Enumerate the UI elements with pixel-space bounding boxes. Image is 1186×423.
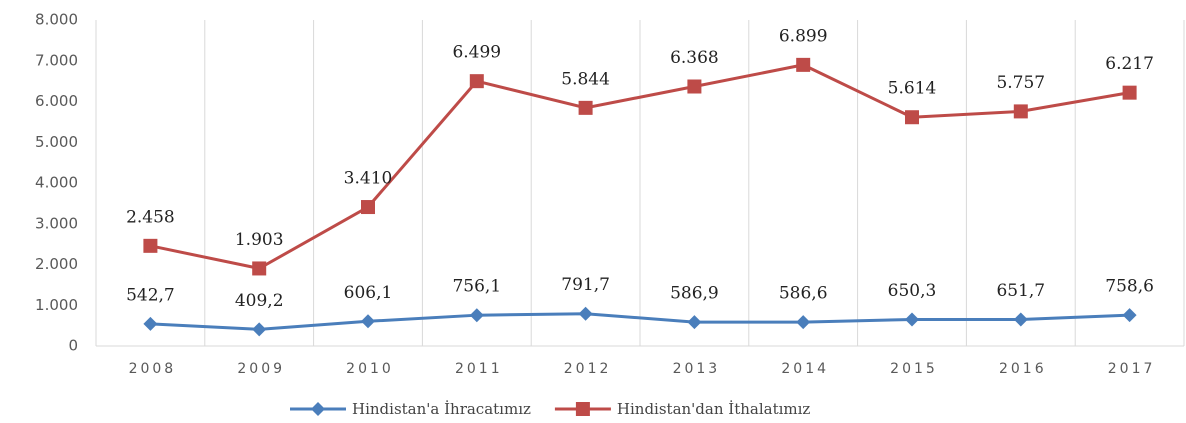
data-label: 409,2 — [235, 291, 284, 311]
data-label: 542,7 — [126, 285, 175, 305]
x-tick-label: 2010 — [346, 361, 394, 377]
marker — [143, 316, 158, 331]
marker — [687, 315, 702, 330]
marker — [469, 308, 484, 323]
y-tick-label: 8.000 — [35, 11, 78, 29]
x-tick-label: 2009 — [237, 361, 285, 377]
marker — [252, 261, 267, 276]
marker — [687, 79, 702, 94]
data-label: 606,1 — [344, 283, 393, 303]
data-label: 5.757 — [996, 73, 1045, 93]
marker — [1122, 85, 1137, 100]
data-label: 1.903 — [235, 230, 284, 250]
marker — [143, 238, 158, 253]
data-label: 5.614 — [888, 79, 937, 99]
data-label: 6.217 — [1105, 54, 1154, 74]
data-label: 650,3 — [888, 281, 937, 301]
data-label: 3.410 — [344, 169, 393, 189]
marker — [252, 322, 267, 337]
marker — [575, 402, 590, 416]
series-line — [150, 312, 1130, 331]
data-label: 756,1 — [452, 277, 501, 297]
marker — [796, 57, 811, 72]
marker — [311, 402, 325, 416]
x-tick-label: 2014 — [781, 361, 829, 377]
x-tick-label: 2013 — [673, 361, 721, 377]
data-label: 2.458 — [126, 207, 175, 227]
marker — [361, 200, 375, 215]
data-label: 6.368 — [670, 48, 719, 68]
x-tick-label: 2011 — [455, 361, 503, 377]
y-tick-label: 5.000 — [35, 133, 78, 151]
data-label: 6.899 — [779, 26, 828, 46]
x-tick-label: 2008 — [129, 361, 177, 377]
y-tick-label: 1.000 — [35, 296, 78, 314]
data-label: 758,6 — [1105, 277, 1154, 297]
marker — [578, 100, 593, 115]
legend-label: Hindistan'dan İthalatımız — [617, 400, 811, 418]
x-tick-label: 2015 — [890, 361, 938, 377]
y-tick-label: 7.000 — [35, 51, 78, 69]
marker — [1122, 308, 1137, 323]
marker — [361, 314, 375, 329]
marker — [578, 306, 593, 321]
y-tick-label: 6.000 — [35, 92, 78, 110]
data-label: 791,7 — [561, 275, 610, 295]
marker — [1013, 104, 1028, 119]
y-tick-label: 4.000 — [35, 174, 78, 192]
data-label: 651,7 — [996, 281, 1045, 301]
y-tick-label: 2.000 — [35, 255, 78, 273]
x-tick-label: 2012 — [564, 361, 612, 377]
data-label: 6.499 — [452, 43, 501, 63]
data-label: 5.844 — [561, 69, 610, 89]
y-tick-label: 0 — [68, 337, 78, 355]
series-line — [150, 63, 1130, 271]
marker — [1013, 312, 1028, 327]
legend-label: Hindistan'a İhracatımız — [352, 400, 531, 418]
marker — [469, 74, 484, 89]
data-label: 586,6 — [779, 284, 828, 304]
data-label: 586,9 — [670, 284, 719, 304]
x-tick-label: 2017 — [1108, 361, 1156, 377]
x-tick-label: 2016 — [999, 361, 1047, 377]
y-tick-label: 3.000 — [35, 214, 78, 232]
marker — [796, 315, 811, 330]
marker — [905, 312, 919, 327]
marker — [905, 110, 919, 125]
